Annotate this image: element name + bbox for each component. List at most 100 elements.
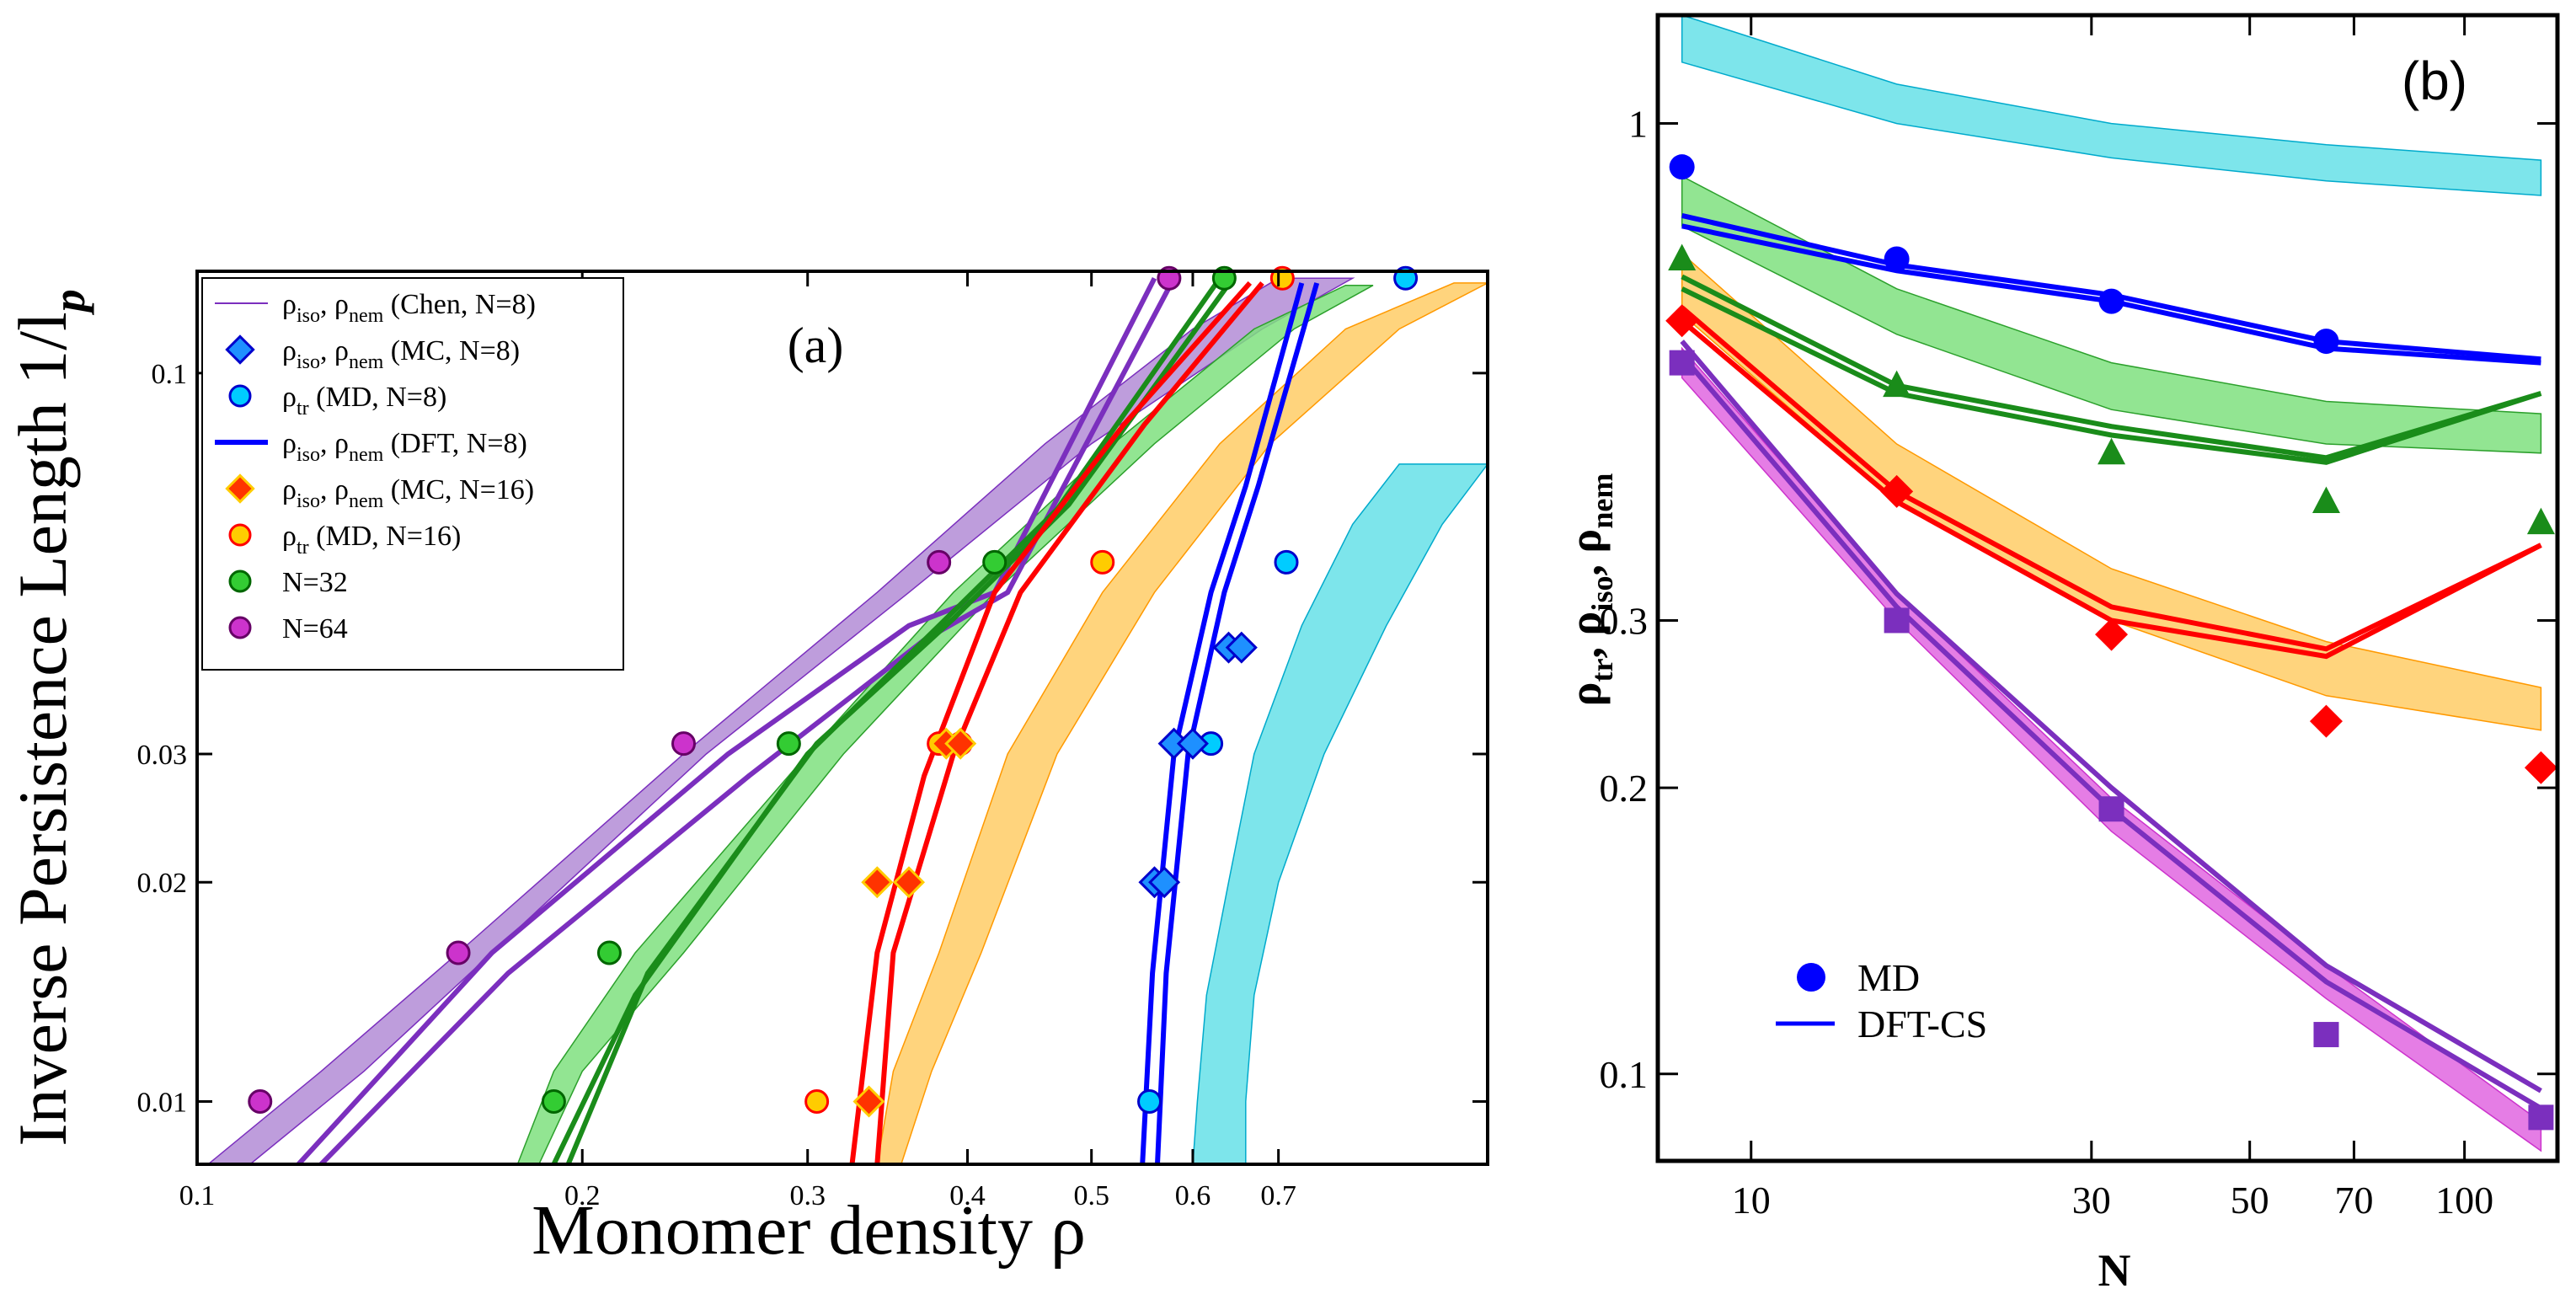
b-xtick-label-4: 100 <box>2435 1179 2493 1222</box>
b-line-5 <box>1680 305 2542 652</box>
b-point-3-2 <box>2098 796 2124 822</box>
b-point-3-1 <box>1884 607 1910 634</box>
panel-a-ylabel-group: Inverse Persistence Length 1/lp <box>4 289 94 1147</box>
b-xtick-label-2: 50 <box>2231 1179 2269 1222</box>
a-band-3 <box>1192 463 1488 1164</box>
panel-b-xlabel: N <box>2098 1245 2131 1294</box>
a-band-1 <box>516 284 1374 1164</box>
a-line-6 <box>1140 282 1305 1164</box>
ylabel-sub-nem: nem <box>1585 473 1619 529</box>
b-legend-label-1: DFT-CS <box>1857 1003 1987 1045</box>
b-point-0-2 <box>2098 288 2124 314</box>
a-legend-label-1: ρiso, ρnem (MC, N=8) <box>282 335 520 373</box>
a-line-0 <box>297 276 1157 1164</box>
a-legend-label-7: N=64 <box>282 613 348 644</box>
b-point-1-4 <box>2526 507 2555 535</box>
a-legend-swatch-5 <box>228 523 252 547</box>
b-ytick-label-2: 0.3 <box>1600 600 1649 643</box>
b-xtick-label-3: 70 <box>2334 1179 2373 1222</box>
a-ytick-label-0: 0.01 <box>137 1087 188 1118</box>
a-point-3-4 <box>944 727 977 760</box>
a-xtick-label-2: 0.3 <box>789 1180 826 1211</box>
b-point-1-0 <box>1668 243 1697 271</box>
panel-a-xlabel: Monomer density ρ <box>532 1191 1086 1270</box>
a-legend-label-0: ρiso, ρnem (Chen, N=8) <box>282 289 536 327</box>
panel-a-frame <box>195 270 1489 1166</box>
b-point-0-0 <box>1669 154 1695 180</box>
b-point-2-4 <box>2524 751 2557 784</box>
b-point-3-4 <box>2528 1104 2554 1131</box>
panel-b-ylabel: ρtr, ρiso, ρnem <box>1560 473 1619 707</box>
panel-a-lines <box>297 276 1320 1164</box>
b-point-2-1 <box>1880 474 1914 508</box>
a-line-3 <box>565 276 1236 1164</box>
a-point-5-1 <box>1148 866 1181 899</box>
a-legend-swatch-7 <box>228 616 252 639</box>
a-line-5 <box>874 281 1264 1164</box>
panel-b-ticks: 10 30 50 70 100 0.1 0.2 0.3 1 <box>1600 15 2557 1222</box>
panel-a-ylabel-main: Inverse Persistence Length 1/l <box>4 312 81 1147</box>
a-xtick-label-4: 0.5 <box>1073 1180 1109 1211</box>
panel-a-legend-box <box>201 277 624 671</box>
ylabel-rho-3: , ρ <box>1560 529 1611 576</box>
panel-a-points <box>248 265 1419 1118</box>
panel-a-bands <box>206 277 1488 1164</box>
a-point-5-3 <box>1176 727 1209 760</box>
panel-b-ylabel-group: ρtr, ρiso, ρnem <box>1560 473 1619 707</box>
panel-b-label: (b) <box>2402 51 2467 111</box>
b-xtick-label-1: 30 <box>2072 1179 2111 1222</box>
a-legend-label-5: ρtr (MD, N=16) <box>282 521 461 559</box>
a-line-4 <box>849 281 1253 1164</box>
a-xtick-label-3: 0.4 <box>949 1180 986 1211</box>
a-legend-swatch-4 <box>225 473 255 504</box>
a-point-1-2 <box>776 731 801 757</box>
a-xtick-label-5: 0.6 <box>1175 1180 1211 1211</box>
b-line-6 <box>1680 354 2542 1111</box>
a-ytick-label-3: 0.1 <box>152 359 188 390</box>
a-band-2 <box>876 282 1488 1164</box>
panel-a-ticks: 0.1 0.2 0.3 0.4 0.5 0.6 0.7 0.01 0.02 0.03 0.1 <box>137 271 1488 1211</box>
a-point-1-3 <box>982 549 1007 575</box>
b-ytick-label-3: 1 <box>1628 103 1648 146</box>
a-legend-label-4: ρiso, ρnem (MC, N=16) <box>282 474 534 512</box>
a-legend-swatch-2 <box>228 384 252 408</box>
a-legend-label-3: ρiso, ρnem (DFT, N=8) <box>282 428 527 466</box>
b-point-0-3 <box>2313 329 2339 355</box>
a-xtick-label-0: 0.1 <box>179 1180 216 1211</box>
a-legend-swatch-1 <box>225 334 255 365</box>
a-point-1-1 <box>596 940 622 965</box>
b-point-2-0 <box>1665 304 1699 338</box>
b-band-0 <box>1681 15 2542 196</box>
a-ytick-label-2: 0.03 <box>137 740 188 771</box>
panel-a-ylabel: Inverse Persistence Length 1/lp <box>4 289 94 1147</box>
panel-a-legend: ρiso, ρnem (Chen, N=8) ρiso, ρnem (MC, N=… <box>215 289 536 644</box>
b-line-2 <box>1681 286 2542 465</box>
a-point-3-2 <box>892 866 926 899</box>
a-point-5-5 <box>1225 631 1258 664</box>
a-xtick-label-6: 0.7 <box>1260 1180 1296 1211</box>
b-line-7 <box>1680 340 2542 1093</box>
b-point-1-3 <box>2311 486 2340 514</box>
a-point-0-2 <box>671 731 697 757</box>
b-point-3-3 <box>2313 1022 2339 1048</box>
b-point-2-3 <box>2309 704 2343 738</box>
a-point-3-1 <box>861 866 894 899</box>
ylabel-sub-tr: tr <box>1585 658 1619 682</box>
b-point-0-1 <box>1884 246 1910 272</box>
a-point-3-0 <box>852 1085 885 1118</box>
a-point-2-3 <box>1090 549 1115 575</box>
a-point-4-0 <box>1137 1088 1162 1114</box>
b-xtick-label-0: 10 <box>1732 1179 1771 1222</box>
panel-b-points <box>1665 154 2557 1131</box>
ylabel-rho-2: , ρ <box>1560 612 1611 659</box>
b-point-3-0 <box>1669 350 1695 376</box>
b-legend-label-0: MD <box>1857 956 1920 999</box>
b-point-2-2 <box>2095 618 2129 651</box>
a-legend-label-2: ρtr (MD, N=8) <box>282 382 446 420</box>
a-point-0-0 <box>248 1088 273 1114</box>
a-point-1-0 <box>541 1088 566 1114</box>
b-point-1-1 <box>1883 370 1911 398</box>
